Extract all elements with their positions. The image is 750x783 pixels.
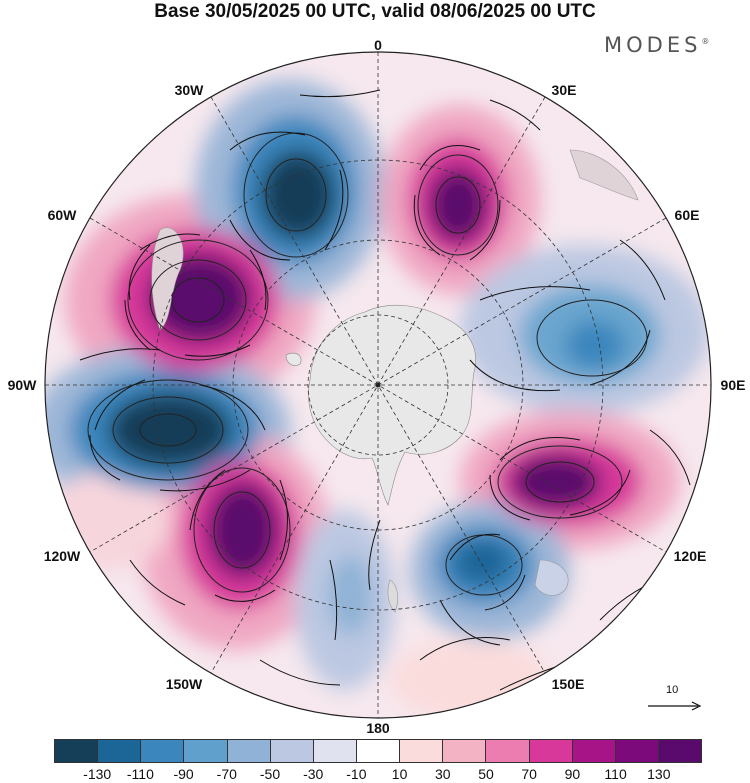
brand-logo: MODES®: [604, 33, 709, 57]
lon-label-150e: 150E: [552, 676, 585, 692]
brand-name: MODES: [604, 33, 702, 57]
map-boundary: [44, 51, 712, 719]
map-title: Base 30/05/2025 00 UTC, valid 08/06/2025…: [154, 1, 596, 22]
colorbar-tick-label: 30: [435, 766, 451, 782]
anomaly-field: [45, 52, 711, 718]
colorbar-cell: [572, 740, 616, 762]
colorbar-tick-label: 50: [478, 766, 494, 782]
colorbar-tick-label: 110: [604, 766, 627, 782]
colorbar-tick-label: -70: [216, 766, 237, 782]
australia-edge: [534, 559, 569, 596]
colorbar-cell: [184, 740, 228, 762]
lon-label-30w: 30W: [175, 82, 205, 98]
lon-label-90e: 90E: [721, 377, 746, 393]
reference-vector: [648, 701, 702, 711]
brand-registered-mark: ®: [701, 37, 710, 46]
lon-label-30e: 30E: [552, 82, 577, 98]
colorbar: [54, 739, 702, 763]
colorbar-cell: [356, 740, 401, 762]
colorbar-cell: [270, 740, 314, 762]
colorbar-cell: [227, 740, 271, 762]
antarctica-landmass: [308, 304, 476, 506]
colorbar-cell: [55, 740, 99, 762]
lon-label-120w: 120W: [44, 548, 81, 564]
colorbar-tick-label: -90: [173, 766, 194, 782]
lon-label-150w: 150W: [166, 676, 203, 692]
colorbar-cell: [615, 740, 659, 762]
colorbar-cell: [658, 740, 702, 762]
colorbar-tick-label: -110: [126, 766, 154, 782]
antarctic-peninsula: [285, 352, 302, 366]
new-zealand: [387, 579, 399, 613]
colorbar-tick-label: 90: [564, 766, 581, 782]
colorbar-cell: [313, 740, 357, 762]
colorbar-tick-label: 130: [647, 766, 671, 782]
colorbar-tick-label: -10: [346, 766, 367, 782]
africa-tip: [569, 149, 639, 201]
colorbar-cell: [141, 740, 185, 762]
colorbar-cell: [443, 740, 487, 762]
colorbar-tick-label: -50: [259, 766, 281, 782]
colorbar-cell: [400, 740, 444, 762]
colorbar-cell: [529, 740, 573, 762]
colorbar-cell: [486, 740, 530, 762]
colorbar-tick-label: 70: [521, 766, 537, 782]
lon-label-0: 0: [374, 37, 382, 53]
lon-label-120e: 120E: [674, 548, 707, 564]
south-america-tip: [151, 227, 184, 331]
colorbar-tick-label: 10: [391, 766, 408, 782]
lon-label-90w: 90W: [8, 377, 38, 393]
lon-label-180: 180: [366, 720, 390, 736]
south-pole-marker: [375, 382, 381, 388]
colorbar-cell: [98, 740, 142, 762]
lon-label-60w: 60W: [48, 207, 78, 223]
colorbar-ticks: -130 -110 -90 -70 -50 -30 -10 10 30 50 70 90 110 130: [54, 766, 702, 783]
reference-vector-label: 10: [666, 684, 679, 696]
colorbar-tick-label: -30: [303, 766, 324, 782]
colorbar-tick-label: -130: [83, 766, 112, 782]
lon-label-60e: 60E: [675, 207, 700, 223]
